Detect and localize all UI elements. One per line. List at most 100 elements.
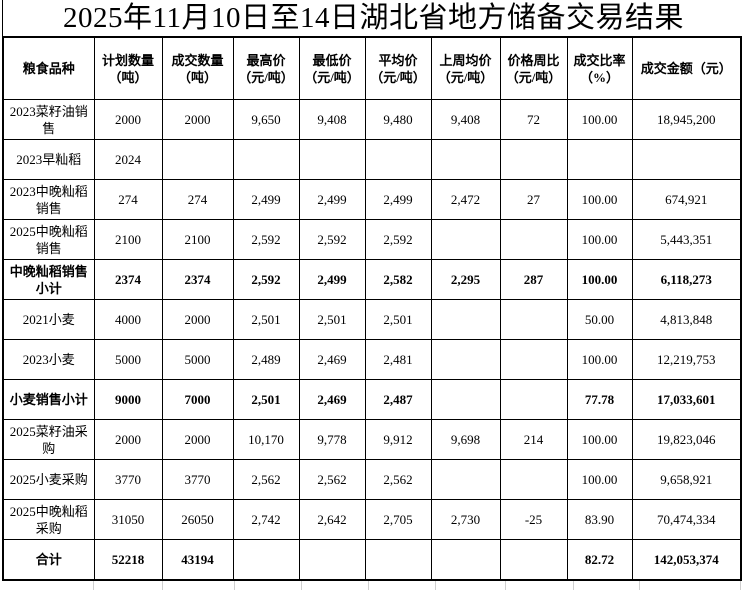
value-cell: 2,501 xyxy=(232,299,300,340)
value-cell: 31050 xyxy=(93,499,163,540)
value-cell xyxy=(499,539,568,581)
value-cell: 2,501 xyxy=(232,379,300,420)
value-cell: 2,469 xyxy=(298,379,366,420)
value-cell: 2,582 xyxy=(364,259,432,300)
value-cell: 2000 xyxy=(161,419,234,460)
value-cell: 2,501 xyxy=(364,299,432,340)
value-cell: 287 xyxy=(499,259,568,300)
column-header-9: 成交金额（元） xyxy=(631,36,742,100)
value-cell: -25 xyxy=(499,499,568,540)
value-cell: 9,698 xyxy=(430,419,501,460)
value-cell: 2,499 xyxy=(232,179,300,220)
grain-variety-cell: 2025菜籽油采购 xyxy=(2,419,95,460)
page-title: 2025年11月10日至14日湖北省地方储备交易结果 xyxy=(2,0,744,36)
table-row: 中晚籼稻销售小计 2374 2374 2,592 2,499 2,582 2,295 287 1… xyxy=(2,259,742,300)
value-cell: 2,642 xyxy=(298,499,366,540)
value-cell: 2374 xyxy=(161,259,234,300)
value-cell: 27 xyxy=(499,179,568,220)
spreadsheet-gridline-strip xyxy=(2,581,742,590)
table-row: 2025菜籽油采购 2000 2000 10,170 9,778 9,912 9,698 21… xyxy=(2,419,742,460)
value-cell: 19,823,046 xyxy=(631,419,742,460)
table-row: 2025中晚籼稻销售 2100 2100 2,592 2,592 2,592 100.00 5… xyxy=(2,219,742,260)
value-cell: 2100 xyxy=(161,219,234,260)
value-cell: 9,650 xyxy=(232,99,300,140)
grain-variety-cell: 2023菜籽油销售 xyxy=(2,99,95,140)
table-row: 小麦销售小计 9000 7000 2,501 2,469 2,487 77.78 17,033… xyxy=(2,379,742,420)
column-header-line1: 最低价 xyxy=(312,52,352,68)
value-cell: 2,592 xyxy=(364,219,432,260)
value-cell: 10,170 xyxy=(232,419,300,460)
value-cell: 70,474,334 xyxy=(631,499,742,540)
gridline-cell xyxy=(436,581,506,590)
table-row: 2023菜籽油销售 2000 2000 9,650 9,408 9,480 9,408 72 1… xyxy=(2,99,742,140)
table-row: 合计 52218 43194 82.72 142,053,374 xyxy=(2,539,742,581)
value-cell: 9,778 xyxy=(298,419,366,460)
gridline-cell xyxy=(369,581,436,590)
column-header-line1: 计划数量 xyxy=(101,52,154,68)
value-cell: 2,562 xyxy=(298,459,366,500)
value-cell: 9,912 xyxy=(364,419,432,460)
value-cell: 5000 xyxy=(93,339,163,380)
value-cell: 674,921 xyxy=(631,179,742,220)
column-header-line1: 粮食品种 xyxy=(22,61,75,76)
value-cell: 100.00 xyxy=(566,219,633,260)
value-cell: 9,408 xyxy=(298,99,366,140)
value-cell: 5,443,351 xyxy=(631,219,742,260)
value-cell: 100.00 xyxy=(566,99,633,140)
value-cell: 2,592 xyxy=(232,219,300,260)
value-cell: 7000 xyxy=(161,379,234,420)
value-cell xyxy=(499,299,568,340)
value-cell: 2,705 xyxy=(364,499,432,540)
value-cell xyxy=(430,539,501,581)
value-cell: 274 xyxy=(93,179,163,220)
value-cell: 3770 xyxy=(93,459,163,500)
value-cell: 2,487 xyxy=(364,379,432,420)
column-header-3: 最高价 （元/吨） xyxy=(232,36,300,100)
column-header-line2: （元/吨） xyxy=(370,69,426,85)
value-cell xyxy=(232,539,300,581)
value-cell: 82.72 xyxy=(566,539,633,581)
value-cell xyxy=(364,139,432,180)
grain-variety-cell: 小麦销售小计 xyxy=(2,379,95,420)
value-cell xyxy=(499,459,568,500)
value-cell xyxy=(499,379,568,420)
header-row: 粮食品种 计划数量 （吨） 成交数量 （吨） 最高价 （元/吨） 最低价 （元/吨） 平均价 （元/… xyxy=(2,36,742,100)
value-cell: 2,472 xyxy=(430,179,501,220)
column-header-line2: （吨） xyxy=(177,69,217,85)
value-cell xyxy=(499,339,568,380)
value-cell: 2,295 xyxy=(430,259,501,300)
value-cell xyxy=(566,139,633,180)
column-header-0: 粮食品种 xyxy=(2,36,95,100)
value-cell xyxy=(499,219,568,260)
column-header-line2: （元/吨） xyxy=(304,69,360,85)
value-cell: 83.90 xyxy=(566,499,633,540)
grain-variety-cell: 合计 xyxy=(2,539,95,581)
column-header-5: 平均价 （元/吨） xyxy=(364,36,432,100)
value-cell: 2374 xyxy=(93,259,163,300)
value-cell: 2024 xyxy=(93,139,163,180)
value-cell: 72 xyxy=(499,99,568,140)
gridline-cell xyxy=(235,581,302,590)
grain-variety-cell: 2023中晚籼稻销售 xyxy=(2,179,95,220)
grain-variety-cell: 2025小麦采购 xyxy=(2,459,95,500)
column-header-line1: 成交金额（元） xyxy=(640,61,732,76)
value-cell: 2000 xyxy=(93,99,163,140)
value-cell: 2000 xyxy=(93,419,163,460)
value-cell: 2,592 xyxy=(232,259,300,300)
value-cell: 100.00 xyxy=(566,419,633,460)
value-cell: 4000 xyxy=(93,299,163,340)
column-header-line2: （吨） xyxy=(108,69,148,85)
value-cell: 43194 xyxy=(161,539,234,581)
table-row: 2023小麦 5000 5000 2,489 2,469 2,481 100.00 12,21… xyxy=(2,339,742,380)
value-cell xyxy=(430,219,501,260)
value-cell: 50.00 xyxy=(566,299,633,340)
column-header-line1: 成交比率 xyxy=(573,52,626,68)
results-table: 粮食品种 计划数量 （吨） 成交数量 （吨） 最高价 （元/吨） 最低价 （元/吨） 平均价 （元/… xyxy=(2,36,742,581)
column-header-4: 最低价 （元/吨） xyxy=(298,36,366,100)
value-cell: 2,742 xyxy=(232,499,300,540)
column-header-line2: （元/吨） xyxy=(238,69,294,85)
gridline-cell xyxy=(640,581,741,590)
column-header-6: 上周均价 （元/吨） xyxy=(430,36,501,100)
value-cell: 214 xyxy=(499,419,568,460)
